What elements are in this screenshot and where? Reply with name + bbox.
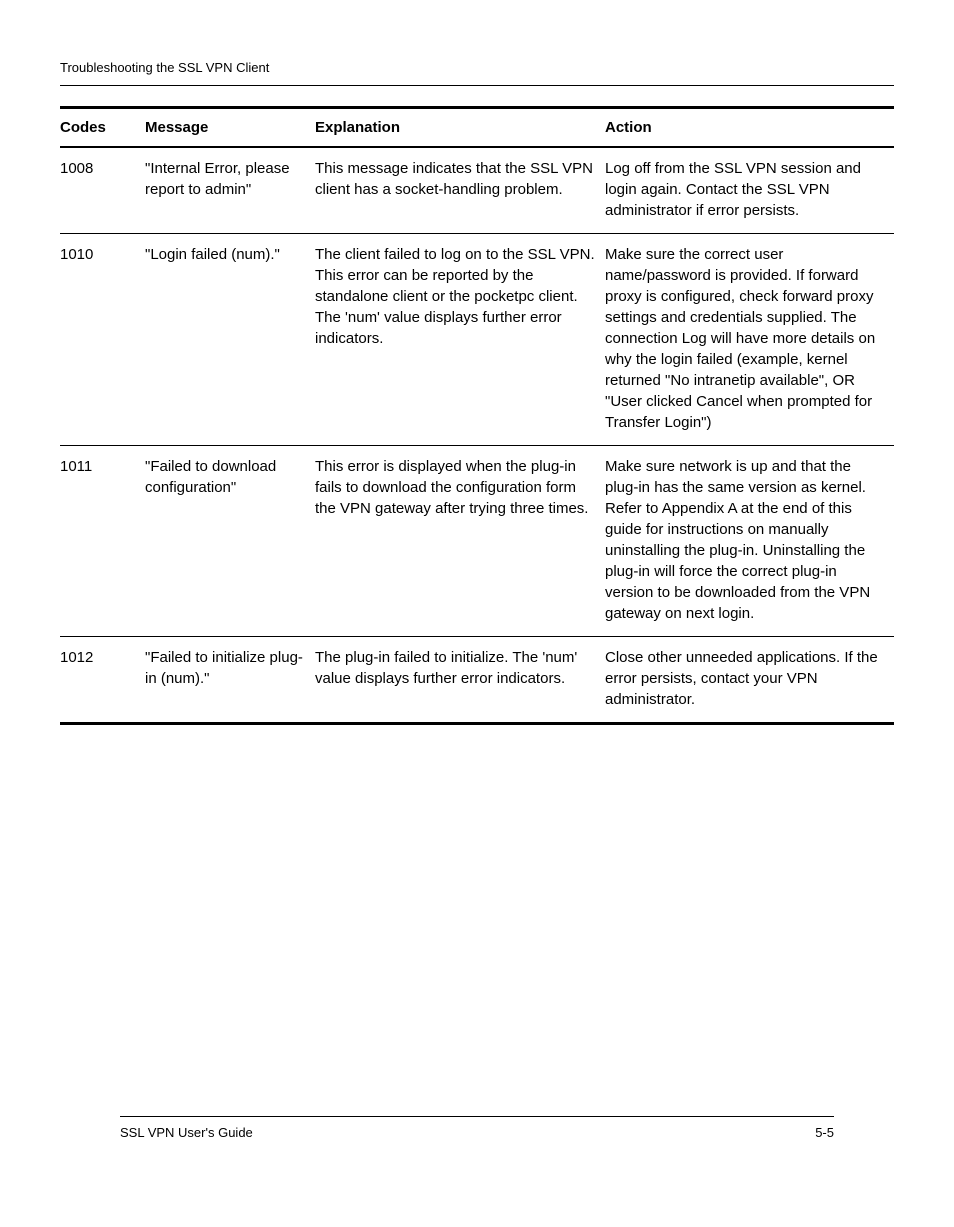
cell-message: "Internal Error, please report to admin" xyxy=(145,147,315,234)
col-header-message: Message xyxy=(145,108,315,148)
table-row: 1008 "Internal Error, please report to a… xyxy=(60,147,894,234)
cell-explanation: This error is displayed when the plug-in… xyxy=(315,446,605,637)
table-row: 1011 "Failed to download configuration" … xyxy=(60,446,894,637)
header-rule xyxy=(60,85,894,86)
cell-action: Close other unneeded applications. If th… xyxy=(605,637,894,724)
error-codes-table: Codes Message Explanation Action 1008 "I… xyxy=(60,106,894,725)
cell-action: Make sure the correct user name/password… xyxy=(605,234,894,446)
table-row: 1012 "Failed to initialize plug-in (num)… xyxy=(60,637,894,724)
cell-code: 1011 xyxy=(60,446,145,637)
page-header: Troubleshooting the SSL VPN Client xyxy=(60,60,894,75)
cell-explanation: This message indicates that the SSL VPN … xyxy=(315,147,605,234)
cell-code: 1010 xyxy=(60,234,145,446)
cell-action: Log off from the SSL VPN session and log… xyxy=(605,147,894,234)
table-row: 1010 "Login failed (num)." The client fa… xyxy=(60,234,894,446)
table-header-row: Codes Message Explanation Action xyxy=(60,108,894,148)
footer-right: 5-5 xyxy=(815,1125,834,1140)
footer-rule xyxy=(120,1116,834,1117)
page-footer: SSL VPN User's Guide 5-5 xyxy=(120,1116,834,1140)
footer-left: SSL VPN User's Guide xyxy=(120,1125,253,1140)
cell-message: "Failed to initialize plug-in (num)." xyxy=(145,637,315,724)
cell-explanation: The plug-in failed to initialize. The 'n… xyxy=(315,637,605,724)
col-header-action: Action xyxy=(605,108,894,148)
col-header-explanation: Explanation xyxy=(315,108,605,148)
cell-code: 1008 xyxy=(60,147,145,234)
cell-explanation: The client failed to log on to the SSL V… xyxy=(315,234,605,446)
col-header-codes: Codes xyxy=(60,108,145,148)
cell-message: "Login failed (num)." xyxy=(145,234,315,446)
cell-code: 1012 xyxy=(60,637,145,724)
cell-message: "Failed to download configuration" xyxy=(145,446,315,637)
cell-action: Make sure network is up and that the plu… xyxy=(605,446,894,637)
